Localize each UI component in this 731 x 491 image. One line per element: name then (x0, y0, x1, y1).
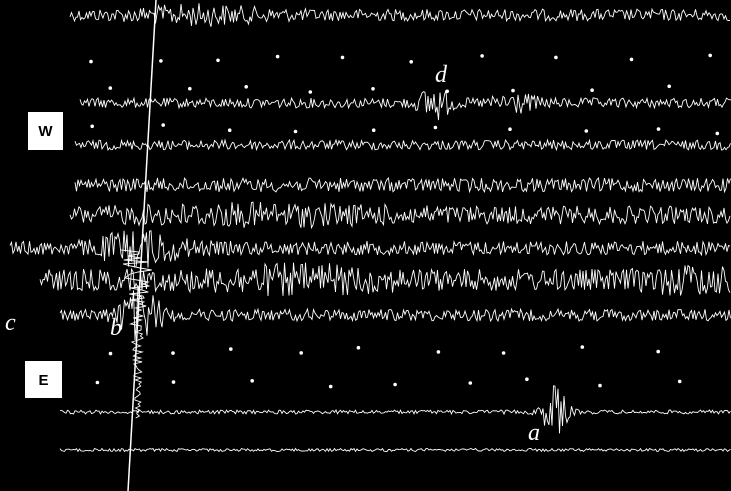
seismogram: W E d c b a (0, 0, 731, 491)
trace (469, 381, 473, 385)
trace (276, 55, 280, 59)
trace (96, 381, 100, 385)
trace (437, 350, 441, 354)
trace (329, 385, 333, 389)
trace (598, 384, 602, 388)
trace (109, 352, 113, 356)
trace (667, 85, 671, 89)
annotation: d (435, 62, 448, 88)
trace (590, 88, 594, 92)
trace (581, 345, 585, 349)
trace (250, 379, 254, 383)
trace (229, 347, 233, 351)
trace (172, 380, 176, 384)
trace (357, 346, 361, 350)
trace (228, 128, 232, 132)
trace (161, 123, 165, 127)
trace (171, 351, 175, 355)
trace (511, 89, 515, 93)
trace (434, 126, 438, 130)
trace (630, 58, 634, 62)
trace (159, 59, 163, 63)
w-label: W (38, 123, 53, 140)
trace (90, 125, 94, 129)
trace (341, 56, 345, 60)
trace (409, 60, 413, 64)
trace (299, 351, 303, 355)
trace (480, 54, 484, 58)
trace (393, 383, 397, 387)
trace (657, 127, 661, 131)
trace (109, 86, 113, 90)
annotation: b (110, 315, 122, 341)
trace (716, 132, 720, 136)
annotation: a (528, 420, 540, 446)
trace (554, 56, 558, 60)
trace (244, 85, 248, 89)
trace (502, 351, 506, 355)
annotation: c (5, 310, 16, 336)
trace (445, 90, 449, 94)
page: {"labels": {"west": "W", "east": "E", "a… (0, 0, 731, 491)
trace (216, 59, 220, 63)
trace (309, 90, 313, 94)
trace (188, 87, 192, 91)
trace (678, 380, 682, 384)
trace (508, 127, 512, 131)
trace (89, 60, 93, 64)
trace (708, 54, 712, 58)
trace (525, 377, 529, 381)
trace (294, 130, 298, 134)
e-label: E (38, 372, 48, 389)
trace (372, 128, 376, 132)
trace (371, 87, 375, 91)
trace (656, 350, 660, 354)
trace (585, 129, 589, 133)
